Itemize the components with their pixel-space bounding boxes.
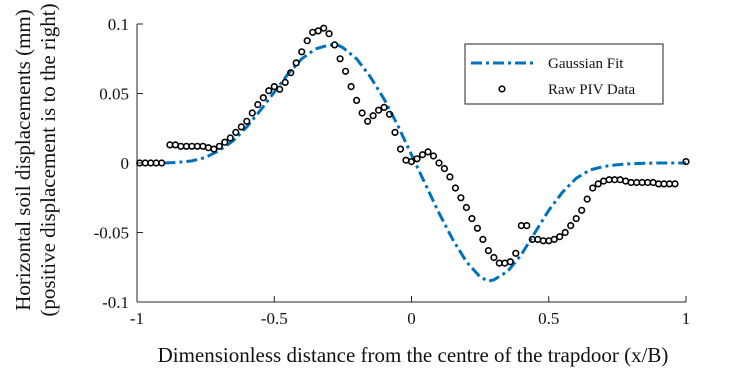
raw-piv-point — [578, 206, 586, 214]
raw-piv-point — [292, 59, 300, 67]
raw-piv-point — [347, 82, 355, 91]
raw-piv-point — [375, 106, 383, 114]
x-tick-label: 0 — [407, 309, 416, 328]
y-axis-label-line2: (positive displacement is to the right) — [36, 3, 60, 316]
raw-piv-point — [468, 215, 476, 223]
raw-piv-point — [523, 222, 531, 230]
y-tick-label: -0.05 — [94, 224, 129, 243]
raw-piv-point — [682, 158, 690, 166]
raw-piv-point — [407, 158, 416, 166]
raw-piv-point — [561, 228, 569, 237]
raw-piv-point — [270, 82, 278, 91]
raw-piv-point — [484, 247, 493, 255]
raw-piv-point — [506, 258, 514, 266]
raw-piv-point — [281, 78, 289, 86]
raw-piv-point — [594, 180, 602, 188]
raw-piv-point — [413, 155, 421, 163]
raw-piv-point — [210, 145, 218, 153]
raw-piv-point — [226, 134, 234, 142]
x-tick-label: 1 — [682, 309, 691, 328]
x-tick-label: 0.5 — [538, 309, 559, 328]
raw-piv-point — [435, 159, 443, 167]
raw-piv-point — [314, 27, 322, 35]
raw-piv-point — [287, 69, 295, 77]
x-tick-label: -1 — [130, 309, 144, 328]
raw-piv-point — [479, 235, 487, 243]
x-axis-label: Dimensionless distance from the centre o… — [158, 343, 669, 367]
raw-piv-point — [385, 110, 394, 118]
y-tick-label: 0 — [121, 154, 130, 173]
raw-piv-point — [589, 184, 597, 192]
raw-piv-point — [320, 24, 328, 32]
raw-piv-point — [237, 123, 245, 131]
raw-piv-point — [418, 151, 427, 159]
raw-piv-point — [254, 100, 262, 109]
raw-piv-point — [331, 41, 339, 49]
raw-piv-point — [440, 165, 449, 173]
legend-box — [464, 43, 664, 105]
raw-piv-point — [473, 224, 482, 232]
x-tick-label: -0.5 — [261, 309, 288, 328]
legend-raw-label: Raw PIV Data — [548, 82, 636, 98]
raw-piv-point — [512, 249, 520, 257]
raw-piv-point — [424, 148, 432, 156]
raw-piv-point — [259, 94, 267, 102]
raw-piv-point — [342, 67, 350, 75]
legend: Gaussian Fit Raw PIV Data — [464, 43, 664, 105]
gaussian-fit-line — [164, 43, 686, 283]
raw-piv-point — [380, 103, 388, 111]
raw-piv-point — [462, 203, 471, 212]
legend-raw-swatch — [498, 85, 506, 93]
raw-piv-point — [457, 194, 465, 202]
raw-piv-point — [572, 215, 580, 223]
raw-piv-point — [671, 180, 679, 188]
y-tick-label: 0.1 — [108, 15, 129, 34]
raw-piv-point — [336, 55, 344, 63]
raw-piv-point — [396, 145, 405, 153]
raw-piv-point — [353, 96, 361, 104]
y-axis-label-line1: Horizontal soil displacements (mm) — [11, 9, 35, 311]
raw-piv-point — [364, 117, 372, 125]
raw-piv-point — [358, 109, 366, 117]
y-axis-label-group: Horizontal soil displacements (mm) (posi… — [11, 3, 60, 316]
raw-piv-point — [490, 253, 498, 262]
raw-piv-point — [221, 138, 229, 146]
legend-gaussian-label: Gaussian Fit — [548, 56, 624, 72]
plot-area: -1 -0.5 0 0.5 1 -0.1 -0.05 0 0.05 0.1 — [94, 15, 691, 328]
raw-piv-point — [451, 184, 460, 192]
raw-piv-point — [303, 37, 311, 45]
y-tick-label: 0.05 — [99, 85, 129, 104]
raw-piv-point — [550, 235, 558, 243]
raw-piv-point — [369, 112, 377, 120]
raw-piv-point — [243, 117, 251, 125]
raw-piv-point — [215, 142, 223, 150]
raw-piv-point — [298, 48, 306, 56]
raw-piv-point — [248, 109, 256, 117]
raw-piv-point — [325, 30, 333, 38]
raw-piv-point — [567, 222, 575, 230]
raw-piv-point — [583, 195, 591, 203]
raw-piv-point — [265, 87, 273, 95]
y-tick-label: -0.1 — [102, 293, 129, 312]
raw-piv-point — [556, 233, 564, 241]
raw-piv-point — [429, 152, 438, 160]
raw-piv-point — [391, 128, 399, 136]
raw-piv-point — [232, 128, 240, 136]
raw-piv-point — [276, 85, 284, 93]
raw-piv-point — [446, 173, 454, 181]
raw-piv-point — [158, 159, 166, 167]
